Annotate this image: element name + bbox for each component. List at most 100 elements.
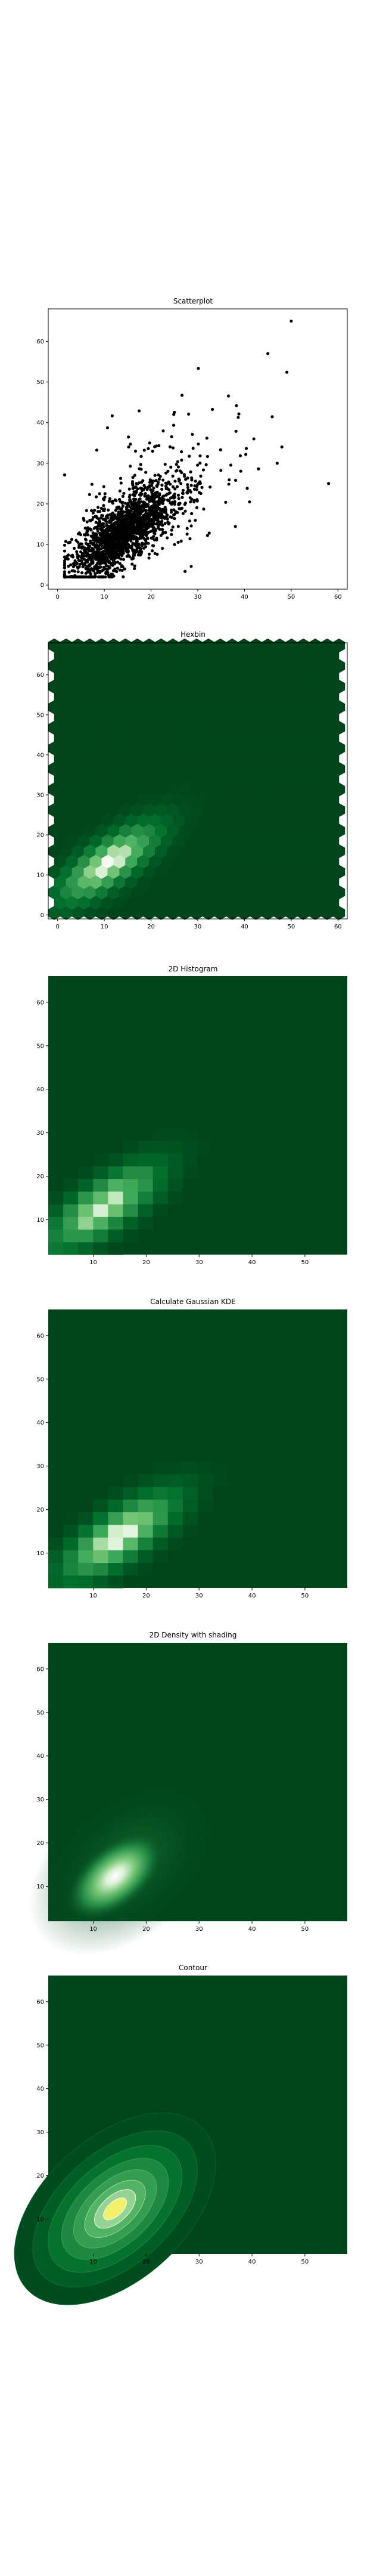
scatter-point <box>186 485 189 490</box>
scatter-point <box>270 415 274 419</box>
scatter-point <box>147 531 150 534</box>
scatter-point <box>132 535 135 538</box>
kde-cell <box>138 1562 154 1576</box>
y-tick-label: 50 <box>36 1376 44 1383</box>
scatter-point <box>236 416 240 419</box>
scatter-point <box>206 534 209 537</box>
scatter-point <box>161 528 164 531</box>
scatter-point <box>80 561 84 565</box>
scatter-point <box>138 537 141 540</box>
scatter-point <box>139 454 143 459</box>
kde-cell <box>78 1512 94 1525</box>
scatter-point <box>189 500 192 504</box>
y-tick-label: 10 <box>36 872 44 879</box>
scatter-point <box>127 487 131 491</box>
scatter-point <box>95 532 99 536</box>
scatter-point <box>166 493 169 496</box>
scatter-point <box>133 450 138 453</box>
x-tick-label: 50 <box>301 1926 309 1933</box>
y-tick-label: 50 <box>36 379 44 386</box>
scatter-point <box>98 575 102 579</box>
scatter-point <box>83 551 86 555</box>
histogram2d-bin <box>63 1216 79 1230</box>
scatter-point <box>134 550 138 554</box>
scatter-point <box>101 497 105 501</box>
scatter-point <box>172 508 176 512</box>
scatter-point <box>147 521 151 525</box>
scatter-point <box>153 509 157 513</box>
scatter-point <box>197 491 201 494</box>
scatter-point <box>121 504 124 508</box>
y-tick-label: 40 <box>36 1086 44 1093</box>
histogram2d-bin <box>108 1153 123 1166</box>
scatter-point <box>157 493 161 497</box>
histogram2d-bin <box>93 1216 108 1230</box>
scatter-point <box>63 549 67 553</box>
histogram2d-bin <box>93 1153 108 1166</box>
scatter-point <box>161 478 165 482</box>
scatter-point <box>190 512 194 515</box>
density-core <box>64 1830 166 1922</box>
scatter-point <box>107 566 111 570</box>
scatter-point <box>69 540 72 544</box>
scatter-point <box>126 510 130 514</box>
scatter-point <box>161 501 164 505</box>
scatter-point <box>152 486 155 490</box>
kde-cell <box>198 1461 213 1475</box>
x-tick-label: 20 <box>142 1593 150 1599</box>
scatter-point <box>141 479 145 482</box>
scatter-point <box>130 528 134 532</box>
scatter-point <box>160 487 164 491</box>
scatter-point <box>122 534 126 538</box>
scatter-point <box>109 521 113 524</box>
histogram2d-bin <box>93 1204 108 1217</box>
kde-cell <box>63 1562 79 1576</box>
scatter-point <box>169 482 172 486</box>
histogram2d-bin <box>48 1216 64 1230</box>
x-tick-label: 30 <box>195 1259 203 1266</box>
scatter-point <box>122 522 126 526</box>
scatter-point <box>183 478 188 481</box>
scatter-point <box>192 499 196 502</box>
scatter-point <box>189 470 192 474</box>
scatter-point <box>139 467 143 471</box>
contour-plot-area <box>14 1976 347 2305</box>
scatter-point <box>147 556 151 560</box>
kde-cell <box>182 1524 198 1538</box>
x-tick-label: 60 <box>334 924 342 930</box>
scatter-point <box>144 470 148 474</box>
y-tick-label: 10 <box>36 1217 44 1224</box>
kde-cell <box>152 1537 169 1550</box>
scatter-point <box>183 501 187 505</box>
scatter-point <box>116 566 120 570</box>
scatter-point <box>100 544 104 547</box>
scatter-point <box>126 549 130 553</box>
scatter-point <box>91 531 95 535</box>
scatter-point <box>63 563 67 567</box>
scatter-point <box>171 525 175 529</box>
scatter-point <box>109 572 113 576</box>
x-tick-label: 0 <box>56 924 60 930</box>
scatter-point <box>119 500 122 504</box>
scatter-point <box>152 538 156 541</box>
scatter-point <box>142 546 146 550</box>
scatter-point <box>70 569 74 572</box>
y-tick-label: 30 <box>36 2129 44 2136</box>
kde-cell <box>182 1512 198 1525</box>
scatter-point <box>91 511 95 515</box>
kde-cell <box>213 1473 228 1487</box>
scatter-point <box>110 527 114 530</box>
scatter-point <box>131 476 135 479</box>
kde-cell <box>182 1487 198 1500</box>
scatter-point <box>152 525 155 530</box>
hexbin-title: Hexbin <box>180 630 206 639</box>
scatter-point <box>170 532 173 536</box>
scatter-point <box>79 575 83 579</box>
kde-cell <box>138 1499 154 1513</box>
scatter-point <box>86 528 89 531</box>
scatter-point <box>94 521 98 524</box>
y-tick-label: 40 <box>36 1753 44 1760</box>
scatterplot-panel: Scatterplot 0 10 20 30 40 50 60 0 10 20 30 40 50 60 <box>36 297 348 600</box>
x-tick-label: 20 <box>142 2259 150 2265</box>
scatter-point <box>76 556 80 560</box>
